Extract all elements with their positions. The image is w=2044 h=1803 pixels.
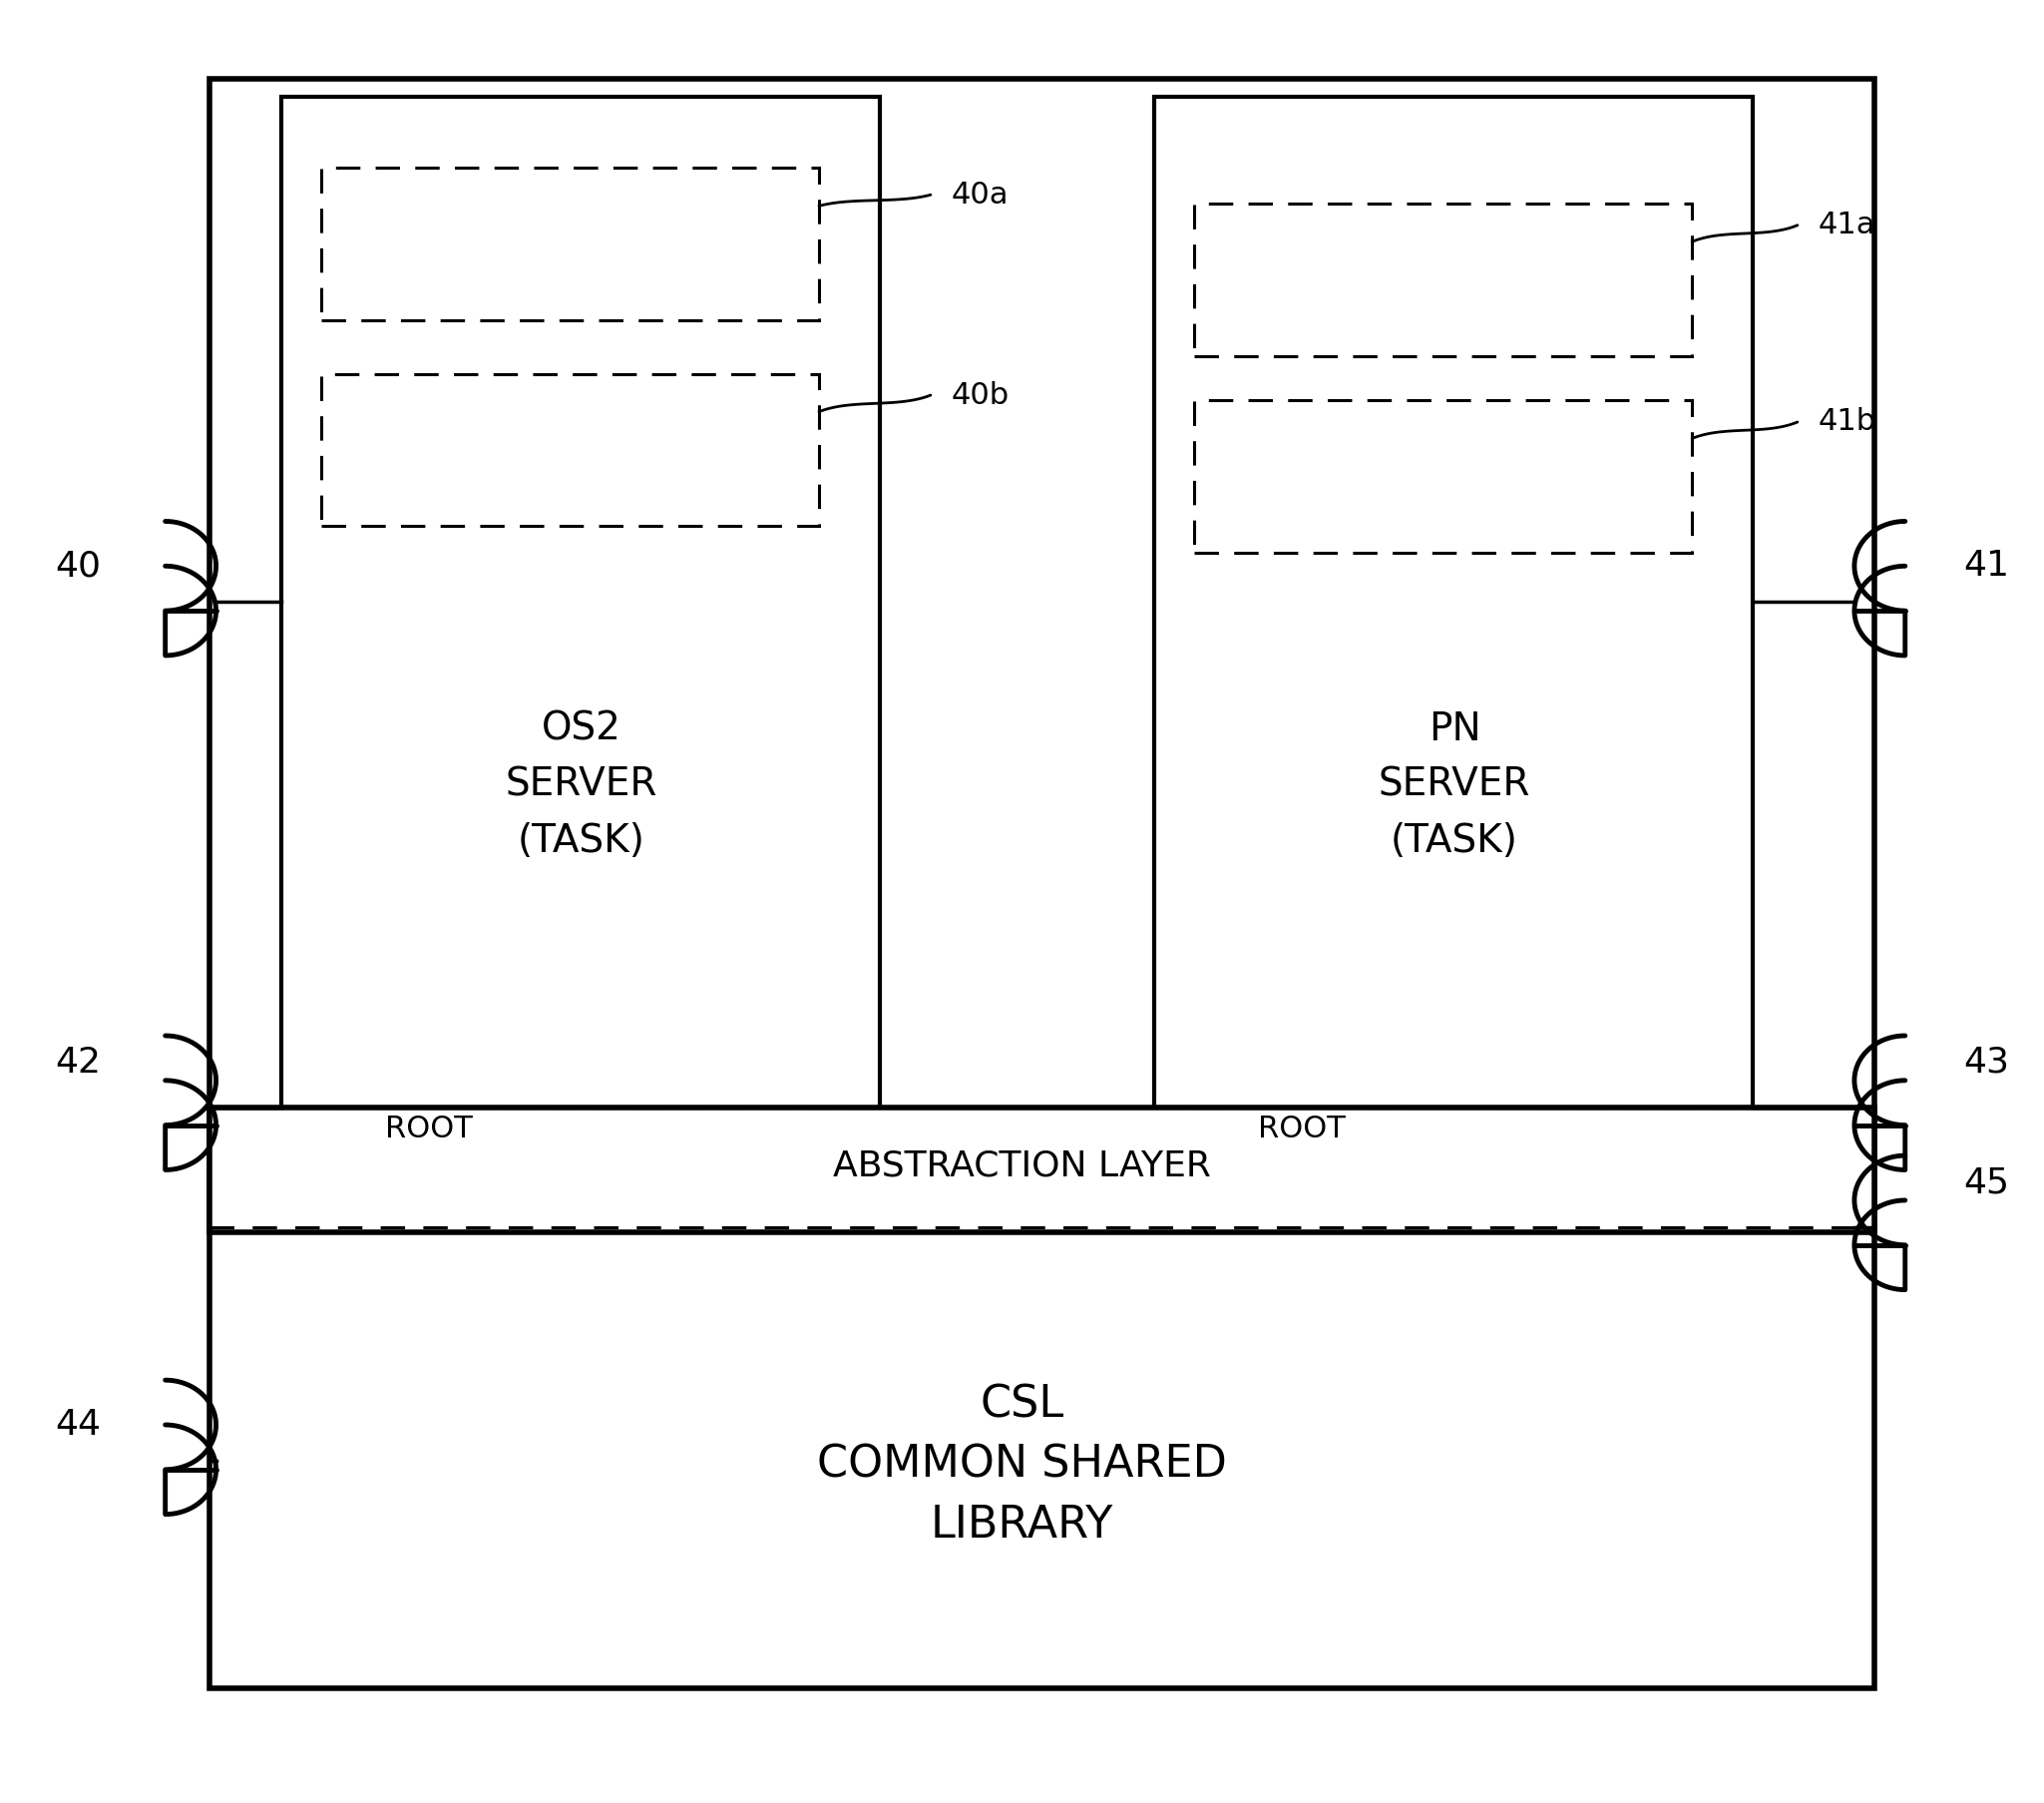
Bar [280, 96, 879, 1107]
Text: 40b: 40b [950, 380, 1010, 409]
Text: 44: 44 [55, 1408, 100, 1442]
Bar [211, 1107, 1874, 1233]
Text: 45: 45 [1964, 1165, 2009, 1199]
Bar [1194, 400, 1692, 552]
Text: 40a: 40a [950, 180, 1008, 209]
Text: 43: 43 [1964, 1046, 2009, 1080]
Bar [211, 79, 1874, 1689]
Bar [321, 373, 820, 526]
Bar [1155, 96, 1754, 1107]
Text: CSL
COMMON SHARED
LIBRARY: CSL COMMON SHARED LIBRARY [818, 1383, 1226, 1547]
Text: PN
SERVER
(TASK): PN SERVER (TASK) [1378, 710, 1531, 860]
Text: OS2
SERVER
(TASK): OS2 SERVER (TASK) [505, 710, 658, 860]
Text: 41a: 41a [1817, 211, 1874, 240]
Text: ABSTRACTION LAYER: ABSTRACTION LAYER [834, 1149, 1210, 1183]
Bar [1194, 204, 1692, 355]
Bar [321, 168, 820, 319]
Text: 42: 42 [55, 1046, 100, 1080]
Text: 41b: 41b [1817, 407, 1876, 436]
Text: 41: 41 [1964, 550, 2009, 582]
Text: ROOT: ROOT [1259, 1114, 1345, 1143]
Text: 40: 40 [55, 550, 100, 582]
Text: ROOT: ROOT [386, 1114, 472, 1143]
